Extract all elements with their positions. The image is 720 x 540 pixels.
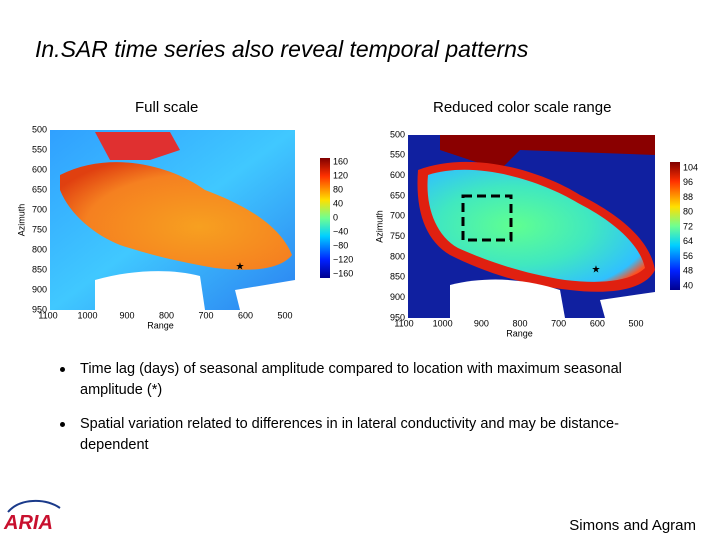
colorbar-tick-label: −80 bbox=[333, 240, 348, 250]
colorbar-tick-label: 96 bbox=[683, 177, 693, 187]
colorbar-tick-label: 88 bbox=[683, 192, 693, 202]
logo: ARIA bbox=[4, 512, 53, 534]
y-tick-label: 900 bbox=[390, 292, 405, 302]
colorbar-tick-label: −160 bbox=[333, 268, 353, 278]
colorbar-tick-label: 120 bbox=[333, 170, 348, 180]
x-tick-label: 800 bbox=[159, 310, 174, 320]
colorbar-tick-label: 56 bbox=[683, 251, 693, 261]
svg-text:★: ★ bbox=[236, 262, 245, 273]
x-tick-label: 1000 bbox=[433, 318, 453, 328]
colorbar-tick-label: 40 bbox=[333, 198, 343, 208]
y-tick-label: 550 bbox=[390, 150, 405, 160]
bullet-text: Time lag (days) of seasonal amplitude co… bbox=[80, 361, 622, 398]
y-axis-label: Azimuth bbox=[16, 204, 26, 237]
bullet-text: Spatial variation related to differences… bbox=[80, 416, 619, 453]
x-tick-label: 600 bbox=[238, 310, 253, 320]
y-tick-label: 950 bbox=[390, 312, 405, 322]
colorbar-tick-label: 0 bbox=[333, 212, 338, 222]
x-tick-label: 1100 bbox=[394, 318, 413, 328]
logo-swoosh bbox=[7, 500, 61, 513]
colorbar-tick-label: 80 bbox=[683, 207, 693, 217]
y-tick-label: 700 bbox=[390, 211, 405, 221]
y-tick-label: 700 bbox=[32, 204, 47, 214]
panel-caption: Full scale bbox=[135, 99, 199, 116]
x-tick-label: 900 bbox=[474, 318, 489, 328]
y-tick-label: 800 bbox=[390, 251, 405, 261]
y-tick-label: 850 bbox=[390, 272, 405, 282]
y-tick-label: 600 bbox=[32, 164, 47, 174]
x-tick-label: 900 bbox=[119, 310, 134, 320]
x-tick-label: 1000 bbox=[77, 310, 97, 320]
y-tick-label: 800 bbox=[32, 244, 47, 254]
x-tick-label: 500 bbox=[628, 318, 643, 328]
y-tick-label: 900 bbox=[32, 284, 47, 294]
colorbar-tick-label: 64 bbox=[683, 236, 693, 246]
map-full-scale: ★ bbox=[50, 130, 330, 310]
colorbar-tick-label: 72 bbox=[683, 221, 693, 231]
panel-caption: Reduced color scale range bbox=[433, 99, 612, 116]
x-tick-label: 1100 bbox=[38, 310, 57, 320]
y-tick-label: 500 bbox=[390, 129, 405, 139]
y-tick-label: 500 bbox=[32, 124, 47, 134]
y-axis-label: Azimuth bbox=[374, 210, 384, 243]
x-axis-label: Range bbox=[147, 320, 174, 330]
map-reduced-scale: ★ bbox=[408, 135, 680, 318]
slide-title: In.SAR time series also reveal temporal … bbox=[35, 36, 529, 62]
colorbar-tick-label: 48 bbox=[683, 266, 693, 276]
y-tick-label: 850 bbox=[32, 264, 47, 274]
y-tick-label: 650 bbox=[32, 184, 47, 194]
svg-text:★: ★ bbox=[592, 265, 601, 276]
y-tick-label: 750 bbox=[390, 231, 405, 241]
x-tick-label: 800 bbox=[512, 318, 527, 328]
colorbar-tick-label: −120 bbox=[333, 254, 353, 264]
y-tick-label: 600 bbox=[390, 170, 405, 180]
x-tick-label: 700 bbox=[198, 310, 213, 320]
colorbar-tick-label: 80 bbox=[333, 184, 343, 194]
x-tick-label: 500 bbox=[277, 310, 292, 320]
y-tick-label: 750 bbox=[32, 224, 47, 234]
colorbar-tick-label: 104 bbox=[683, 162, 698, 172]
y-tick-label: 650 bbox=[390, 190, 405, 200]
bullet: Spatial variation related to differences… bbox=[60, 414, 670, 456]
x-axis-label: Range bbox=[506, 328, 533, 338]
y-tick-label: 550 bbox=[32, 144, 47, 154]
x-tick-label: 600 bbox=[590, 318, 605, 328]
x-tick-label: 700 bbox=[551, 318, 566, 328]
footer: Simons and Agram bbox=[569, 517, 696, 534]
bullet: Time lag (days) of seasonal amplitude co… bbox=[60, 359, 670, 401]
colorbar-tick-label: −40 bbox=[333, 226, 348, 236]
y-tick-label: 950 bbox=[32, 304, 47, 314]
colorbar-tick-label: 160 bbox=[333, 156, 348, 166]
colorbar-tick-label: 40 bbox=[683, 280, 693, 290]
